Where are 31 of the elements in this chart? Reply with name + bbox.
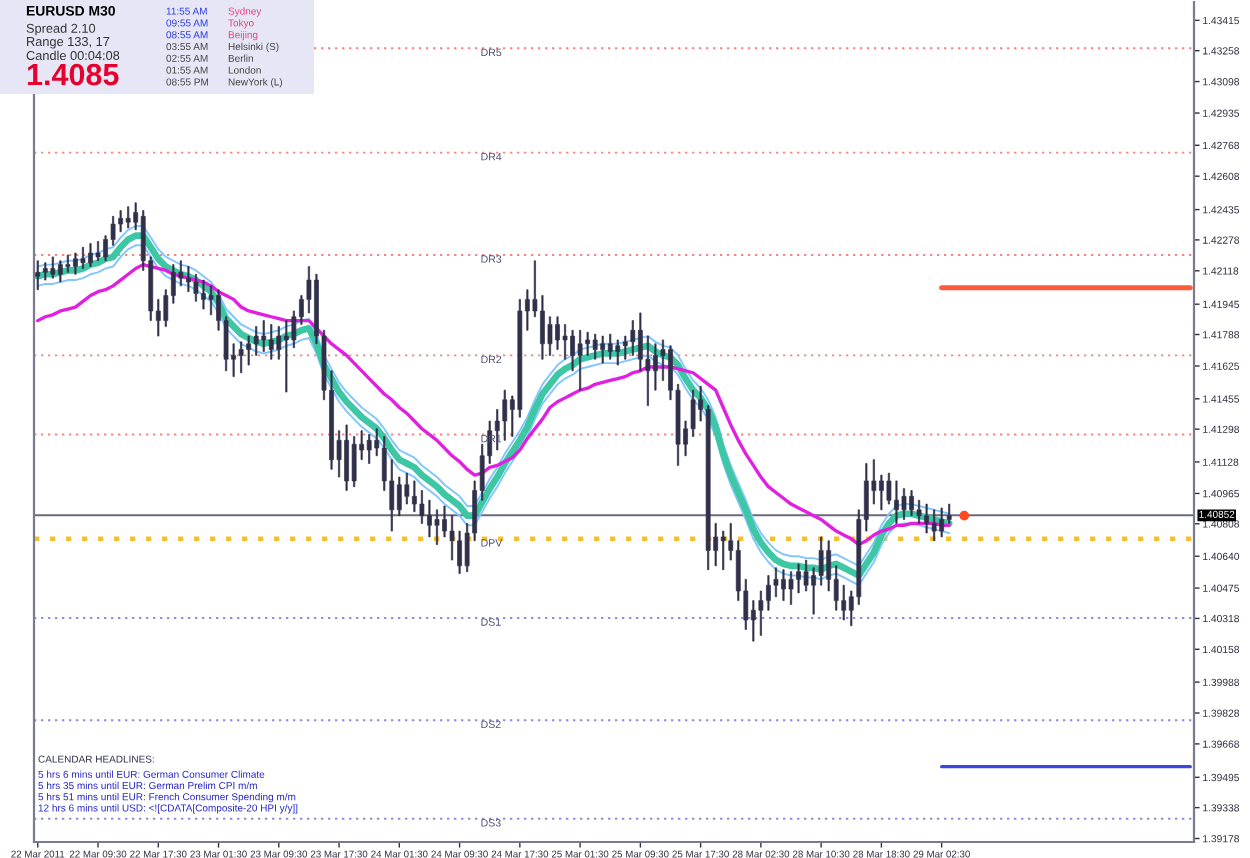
candlestick bbox=[125, 206, 131, 229]
line-series bbox=[36, 262, 951, 547]
candlestick bbox=[201, 279, 206, 310]
candlestick bbox=[366, 434, 372, 464]
candlestick bbox=[600, 335, 606, 364]
candlestick bbox=[607, 333, 613, 360]
candlestick bbox=[344, 424, 349, 491]
candlestick bbox=[901, 488, 907, 520]
candlestick bbox=[577, 329, 583, 391]
candlestick bbox=[35, 260, 41, 291]
candlestick bbox=[781, 569, 786, 601]
candlestick bbox=[720, 530, 726, 571]
candlestick bbox=[788, 571, 794, 605]
candlestick bbox=[268, 324, 274, 360]
candlestick bbox=[931, 509, 937, 542]
candlestick bbox=[261, 320, 267, 352]
candlestick bbox=[95, 241, 101, 262]
candlestick bbox=[592, 333, 598, 360]
candlestick bbox=[615, 339, 621, 366]
candlestick bbox=[909, 490, 914, 517]
candlestick bbox=[50, 256, 56, 279]
candlestick bbox=[924, 503, 929, 534]
candlestick bbox=[73, 252, 78, 275]
candlestick bbox=[894, 480, 899, 524]
candlestick bbox=[57, 260, 63, 283]
candlestick bbox=[88, 243, 93, 267]
candlestick bbox=[939, 507, 945, 538]
candlestick bbox=[80, 246, 86, 269]
annotation: 1.4085 bbox=[27, 63, 119, 86]
candlestick bbox=[238, 341, 244, 374]
candlestick bbox=[193, 273, 199, 302]
